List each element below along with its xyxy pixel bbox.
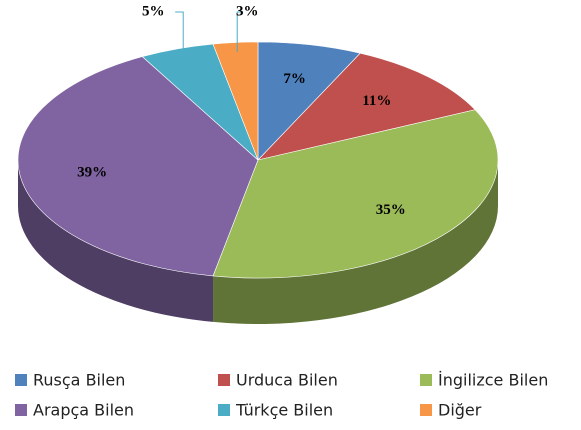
data-label: 7% <box>283 71 306 87</box>
pie-slice <box>257 41 361 161</box>
data-label: 39% <box>77 164 107 180</box>
legend-swatch <box>420 374 432 386</box>
legend-label: Rusça Bilen <box>33 371 125 390</box>
pie-slice <box>212 41 259 161</box>
data-label: 5% <box>142 3 165 19</box>
legend-swatch <box>15 374 27 386</box>
pie-slice <box>17 56 259 277</box>
data-label: 3% <box>236 3 259 19</box>
legend-label: Urduca Bilen <box>236 371 338 390</box>
legend-swatch <box>420 404 432 416</box>
legend-swatch <box>15 404 27 416</box>
legend-label: Arapça Bilen <box>33 401 134 420</box>
legend-swatch <box>218 374 230 386</box>
pie-slice-side <box>213 160 498 324</box>
legend-swatch <box>218 404 230 416</box>
pie-slice-side <box>18 160 214 322</box>
leader-line <box>236 11 244 52</box>
legend-label: İngilizce Bilen <box>438 371 548 390</box>
legend-label: Türkçe Bilen <box>235 401 333 420</box>
data-label: 11% <box>362 93 391 109</box>
pie-slice <box>257 52 476 161</box>
pie-slice <box>212 109 499 279</box>
leader-line <box>175 11 184 58</box>
data-label: 35% <box>376 202 406 218</box>
legend-label: Diğer <box>438 401 482 420</box>
